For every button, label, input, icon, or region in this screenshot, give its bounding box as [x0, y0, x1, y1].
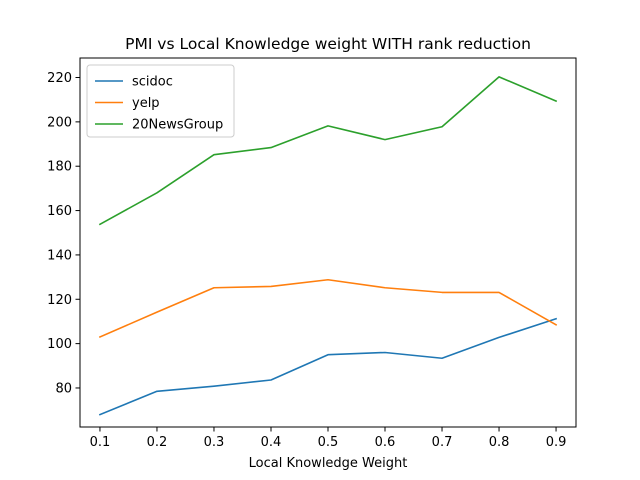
legend-label-scidoc: scidoc: [132, 75, 173, 90]
y-tick-label: 140: [47, 248, 72, 263]
x-tick-label: 0.6: [375, 435, 396, 450]
y-axis-ticks: 80 100 120 140 160 180 200 220: [47, 71, 80, 396]
x-axis-ticks: 0.1 0.2 0.3 0.4 0.5 0.6 0.7 0.8 0.9: [90, 427, 567, 450]
y-tick-label: 120: [47, 293, 72, 308]
x-tick-label: 0.5: [318, 435, 339, 450]
series-line-20newsgroup: [98, 76, 558, 226]
y-tick-label: 100: [47, 337, 72, 352]
series-line-yelp: [98, 278, 558, 339]
x-tick-label: 0.3: [204, 435, 225, 450]
series-layer: [98, 76, 558, 416]
chart-title: PMI vs Local Knowledge weight WITH rank …: [125, 35, 531, 53]
plot-frame: [79, 57, 577, 428]
y-tick-label: 80: [55, 381, 72, 396]
x-tick-label: 0.2: [147, 435, 168, 450]
legend: scidoc yelp 20NewsGroup: [86, 64, 235, 138]
y-tick-label: 180: [47, 160, 72, 175]
legend-box: [86, 64, 235, 138]
x-tick-label: 0.8: [489, 435, 510, 450]
x-tick-label: 0.7: [432, 435, 453, 450]
y-tick-label: 200: [47, 115, 72, 130]
legend-label-yelp: yelp: [132, 96, 160, 111]
x-tick-label: 0.4: [261, 435, 282, 450]
x-tick-label: 0.9: [546, 435, 567, 450]
y-tick-label: 160: [47, 204, 72, 219]
y-tick-label: 220: [47, 71, 72, 86]
legend-label-20newsgroup: 20NewsGroup: [132, 118, 223, 133]
x-tick-label: 0.1: [90, 435, 111, 450]
x-axis-title: Local Knowledge Weight: [249, 456, 408, 471]
series-line-scidoc: [98, 317, 558, 416]
